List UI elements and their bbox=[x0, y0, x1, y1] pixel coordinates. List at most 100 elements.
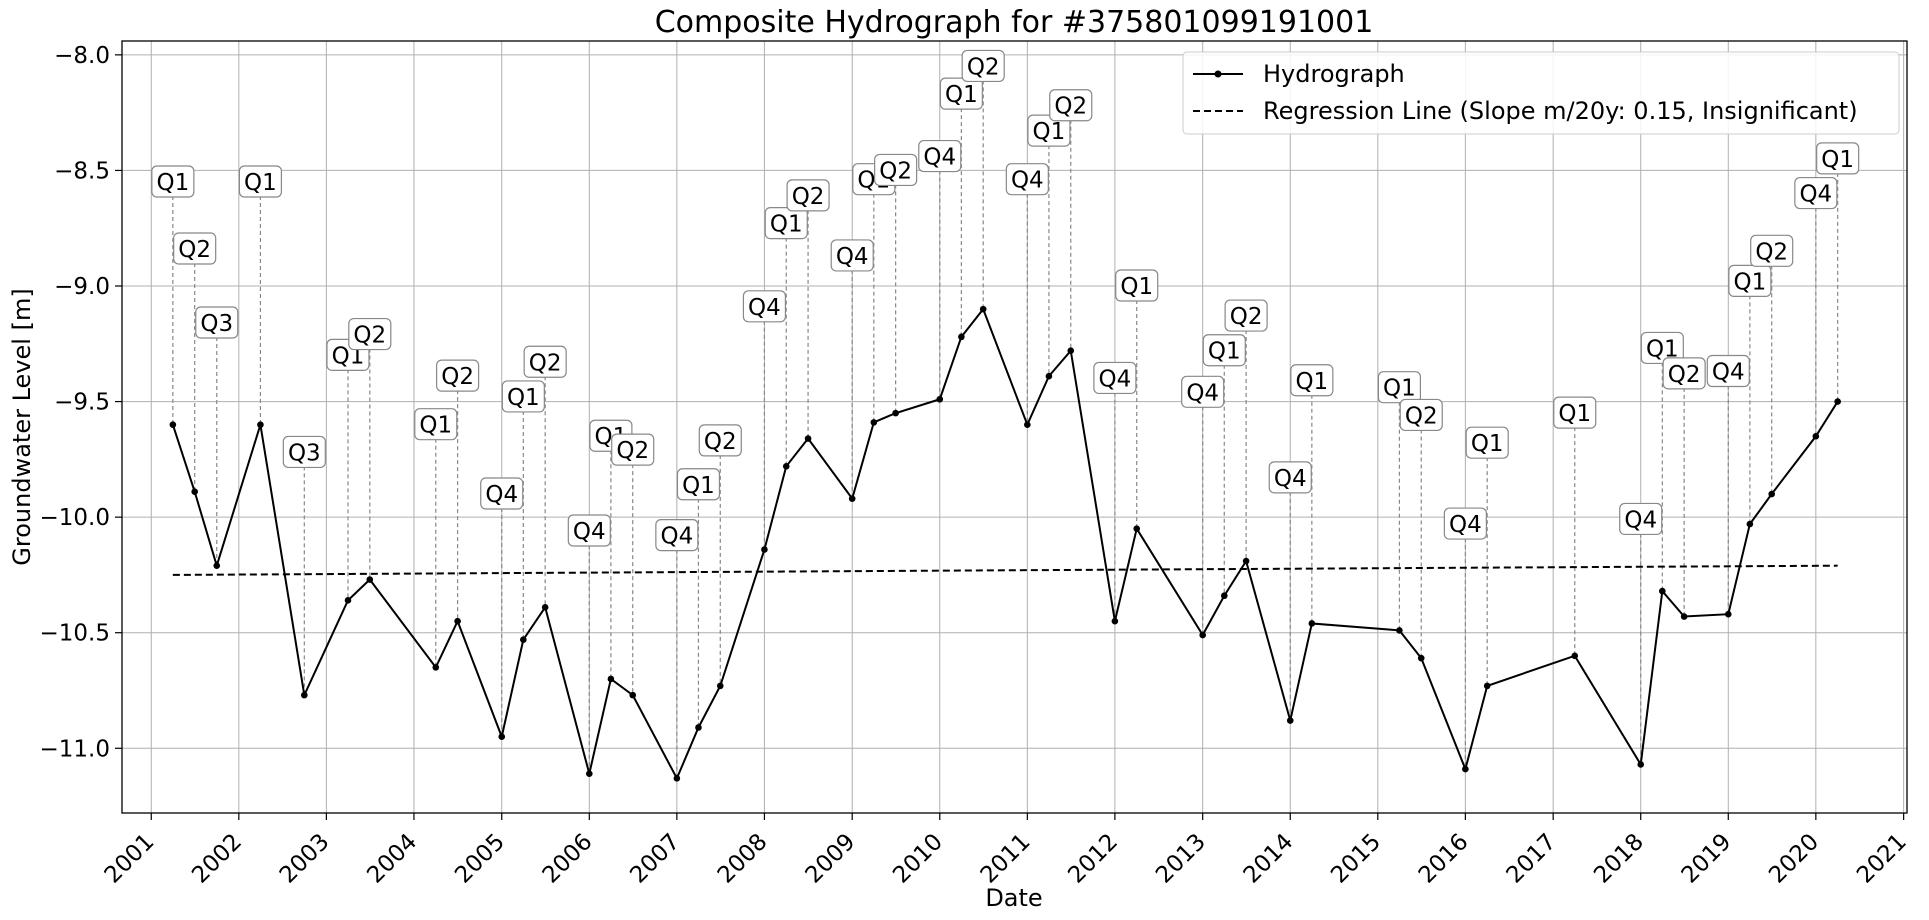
hydrograph-point bbox=[1659, 587, 1666, 595]
annotation-box bbox=[173, 232, 217, 265]
annotation-box bbox=[830, 239, 874, 272]
legend: Hydrograph Regression Line (Slope m/20y:… bbox=[1182, 51, 1900, 135]
hydrograph-point bbox=[344, 597, 352, 604]
y-axis-title: Groundwater Level [m] bbox=[8, 288, 36, 565]
hydrograph-point bbox=[520, 636, 527, 643]
quarter-label: Q1 bbox=[244, 170, 277, 196]
x-tick-label: 2006 bbox=[538, 829, 598, 889]
annotation-box bbox=[523, 345, 567, 378]
annotation-box bbox=[151, 165, 195, 198]
y-axis-ticks: −8.0 −8.5 −9.0 −9.5 −10.0 −10.5 −11.0 bbox=[40, 43, 122, 762]
x-tick-label: 2019 bbox=[1677, 829, 1737, 889]
quarter-label: Q3 bbox=[200, 311, 233, 337]
quarter-annotations: Q1Q2Q3Q1Q3Q1Q2Q1Q2Q4Q1Q2Q4Q1Q2Q4Q1Q2Q4Q1… bbox=[151, 49, 1860, 552]
annotation-box bbox=[1377, 371, 1421, 404]
annotation-box bbox=[501, 380, 545, 413]
hydrograph-point bbox=[1724, 610, 1732, 618]
annotation-box bbox=[480, 477, 524, 510]
quarter-label: Q4 bbox=[836, 244, 869, 270]
hydrograph-point bbox=[782, 462, 790, 470]
quarter-label: Q2 bbox=[879, 158, 912, 184]
annotation-box bbox=[238, 165, 283, 198]
hydrograph-point bbox=[848, 495, 856, 502]
hydrograph-point bbox=[979, 305, 987, 313]
hydrograph-point bbox=[1483, 682, 1491, 690]
quarter-label: Q4 bbox=[923, 145, 956, 171]
regression-dashed-line bbox=[172, 564, 1838, 576]
quarter-label: Q4 bbox=[1186, 380, 1219, 406]
hydrograph-point bbox=[213, 562, 221, 569]
quarter-label: Q1 bbox=[419, 413, 452, 439]
annotation-box bbox=[1027, 114, 1071, 147]
legend-box bbox=[1182, 51, 1900, 135]
quarter-label: Q4 bbox=[660, 524, 693, 550]
annotation-box bbox=[611, 433, 655, 466]
annotation-box bbox=[786, 179, 830, 212]
legend-hydrograph-marker bbox=[1214, 70, 1222, 78]
annotation-box bbox=[195, 306, 239, 339]
hydrograph-point bbox=[958, 333, 965, 341]
annotation-box bbox=[742, 290, 787, 323]
x-tick-label: 2015 bbox=[1326, 829, 1386, 889]
quarter-label: Q4 bbox=[573, 519, 606, 545]
annotation-box bbox=[1224, 299, 1268, 332]
x-tick-label: 2004 bbox=[362, 829, 422, 889]
annotation-box bbox=[414, 408, 458, 441]
hydrograph-series bbox=[169, 305, 1841, 782]
quarter-label: Q2 bbox=[1230, 304, 1263, 330]
annotation-box bbox=[282, 435, 326, 469]
x-tick-label: 2017 bbox=[1502, 829, 1562, 889]
quarter-label: Q1 bbox=[1558, 401, 1591, 427]
quarter-label: Q1 bbox=[1383, 376, 1416, 402]
y-tick-label: −11.0 bbox=[40, 736, 110, 762]
x-tick-label: 2010 bbox=[888, 829, 948, 889]
hydrograph-point bbox=[1242, 557, 1250, 565]
quarter-label: Q4 bbox=[1449, 512, 1482, 538]
legend-hydrograph-label: Hydrograph bbox=[1263, 60, 1405, 88]
hydrograph-point bbox=[1024, 421, 1031, 428]
quarter-label: Q1 bbox=[682, 473, 715, 499]
y-tick-label: −8.5 bbox=[54, 158, 110, 184]
quarter-label: Q2 bbox=[792, 184, 825, 210]
annotation-box bbox=[655, 519, 699, 552]
annotation-box bbox=[1049, 89, 1093, 122]
quarter-label: Q2 bbox=[1668, 362, 1701, 388]
annotation-box bbox=[1662, 357, 1706, 390]
x-tick-label: 2011 bbox=[976, 829, 1036, 889]
annotation-box bbox=[1728, 264, 1772, 297]
quarter-label: Q2 bbox=[441, 364, 474, 390]
hydrograph-point bbox=[1834, 398, 1841, 405]
x-tick-label: 2008 bbox=[713, 829, 773, 889]
hydrograph-point bbox=[892, 409, 899, 417]
hydrograph-line bbox=[171, 307, 1839, 781]
quarter-label: Q2 bbox=[967, 54, 1000, 80]
hydrograph-point bbox=[1571, 652, 1579, 660]
annotation-box bbox=[1181, 375, 1225, 408]
quarter-label: Q1 bbox=[770, 212, 803, 238]
quarter-label: Q1 bbox=[1208, 339, 1241, 365]
annotation-box bbox=[1750, 234, 1794, 267]
hydrograph-point bbox=[498, 733, 506, 741]
annotation-box bbox=[764, 206, 808, 240]
y-tick-label: −10.5 bbox=[40, 621, 110, 647]
x-tick-label: 2003 bbox=[275, 829, 335, 889]
x-tick-label: 2007 bbox=[625, 829, 685, 889]
hydrograph-point bbox=[1812, 432, 1820, 440]
x-tick-label: 2012 bbox=[1063, 829, 1123, 889]
y-tick-label: −10.0 bbox=[40, 505, 110, 531]
annotation-box bbox=[698, 424, 742, 457]
quarter-label: Q1 bbox=[156, 170, 189, 196]
y-tick-label: −9.5 bbox=[54, 390, 110, 416]
annotation-box bbox=[1706, 354, 1750, 388]
x-tick-label: 2014 bbox=[1239, 829, 1299, 889]
quarter-label: Q2 bbox=[704, 429, 737, 455]
hydrograph-point bbox=[1133, 525, 1141, 533]
annotation-box bbox=[676, 468, 721, 501]
quarter-label: Q2 bbox=[616, 438, 649, 464]
quarter-label: Q2 bbox=[178, 237, 211, 263]
plot-frame bbox=[121, 40, 1908, 814]
annotation-box bbox=[1202, 334, 1246, 367]
quarter-label: Q4 bbox=[1274, 466, 1307, 492]
annotation-box bbox=[567, 514, 611, 547]
